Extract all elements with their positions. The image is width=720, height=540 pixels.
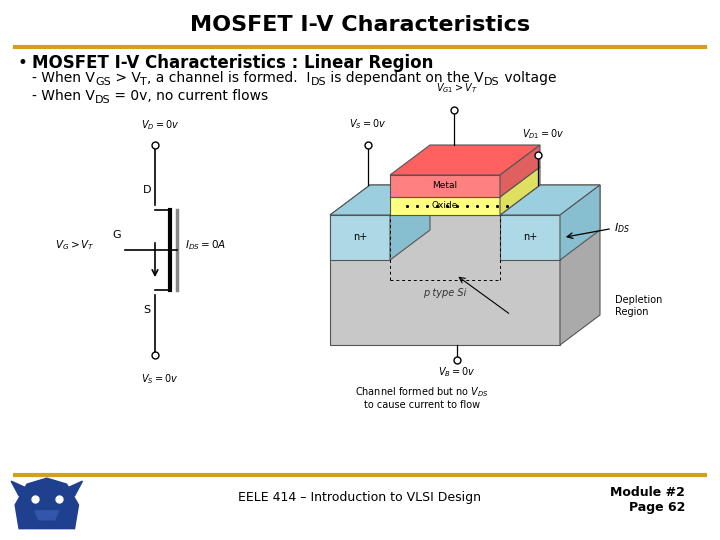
- Text: EELE 414 – Introduction to VLSI Design: EELE 414 – Introduction to VLSI Design: [238, 491, 482, 504]
- Polygon shape: [500, 215, 560, 260]
- Text: $V_B=0v$: $V_B=0v$: [438, 365, 475, 379]
- Text: DS: DS: [310, 77, 326, 87]
- Text: Channel formed but no $V_{DS}$
to cause current to flow: Channel formed but no $V_{DS}$ to cause …: [355, 385, 489, 410]
- Polygon shape: [390, 167, 540, 197]
- Text: Module #2: Module #2: [610, 485, 685, 498]
- Text: $V_{G1}>V_T$: $V_{G1}>V_T$: [436, 81, 478, 95]
- Polygon shape: [330, 185, 600, 215]
- Text: $V_{D1}=0v$: $V_{D1}=0v$: [522, 127, 564, 141]
- Text: $V_S=0v$: $V_S=0v$: [349, 117, 387, 131]
- Polygon shape: [500, 167, 540, 215]
- Text: S: S: [143, 305, 150, 315]
- Text: n+: n+: [353, 233, 367, 242]
- Text: D: D: [143, 185, 151, 195]
- Polygon shape: [63, 481, 82, 496]
- Text: $V_D=0v$: $V_D=0v$: [141, 118, 179, 132]
- Polygon shape: [390, 185, 430, 260]
- Text: GS: GS: [95, 77, 111, 87]
- Text: is dependant on the V: is dependant on the V: [326, 71, 484, 85]
- Polygon shape: [560, 185, 600, 345]
- Polygon shape: [390, 185, 540, 215]
- Text: •: •: [18, 54, 28, 72]
- Polygon shape: [390, 145, 540, 175]
- Text: DS: DS: [95, 95, 110, 105]
- Polygon shape: [330, 185, 430, 215]
- Text: Metal: Metal: [433, 181, 458, 191]
- Text: Oxide: Oxide: [432, 201, 458, 211]
- Text: = 0v, no current flows: = 0v, no current flows: [110, 89, 269, 103]
- Text: $I_{DS}=0A$: $I_{DS}=0A$: [185, 238, 226, 252]
- Text: voltage: voltage: [500, 71, 556, 85]
- Polygon shape: [560, 185, 600, 260]
- Polygon shape: [500, 145, 540, 197]
- Text: - When V: - When V: [32, 89, 95, 103]
- Text: MOSFET I-V Characteristics : Linear Region: MOSFET I-V Characteristics : Linear Regi…: [32, 54, 433, 72]
- Polygon shape: [390, 197, 500, 215]
- Polygon shape: [35, 511, 59, 519]
- Polygon shape: [15, 478, 78, 529]
- Text: G: G: [113, 230, 121, 240]
- Polygon shape: [500, 185, 600, 215]
- Polygon shape: [12, 481, 31, 496]
- Text: Page 62: Page 62: [629, 502, 685, 515]
- Text: - When V: - When V: [32, 71, 95, 85]
- Text: MOSFET I-V Characteristics: MOSFET I-V Characteristics: [190, 15, 530, 35]
- Polygon shape: [330, 215, 560, 345]
- Text: p type Si: p type Si: [423, 288, 467, 298]
- Text: > V: > V: [111, 71, 140, 85]
- Text: , a channel is formed.  I: , a channel is formed. I: [148, 71, 310, 85]
- Text: DS: DS: [484, 77, 500, 87]
- Text: $V_S=0v$: $V_S=0v$: [141, 372, 179, 386]
- Text: n+: n+: [523, 233, 537, 242]
- Polygon shape: [390, 175, 500, 197]
- Polygon shape: [330, 215, 390, 260]
- Text: $V_G>V_T$: $V_G>V_T$: [55, 238, 95, 252]
- Text: Depletion
Region: Depletion Region: [615, 295, 662, 317]
- Text: T: T: [140, 77, 148, 87]
- Text: $I_{DS}$: $I_{DS}$: [614, 221, 630, 235]
